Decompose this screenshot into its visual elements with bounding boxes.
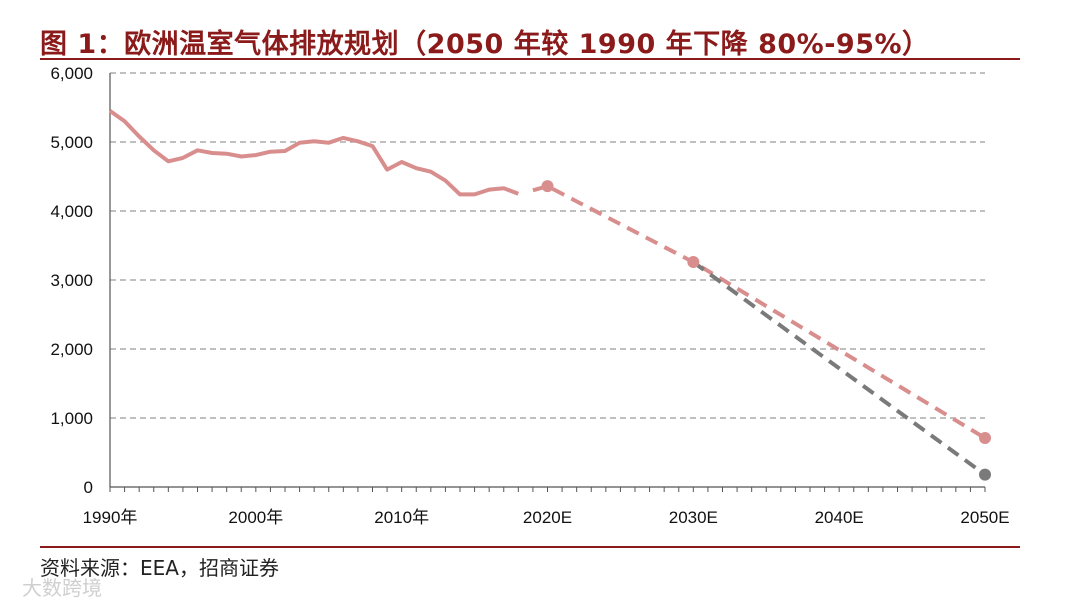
data-point-marker <box>687 256 700 269</box>
y-tick-label: 1,000 <box>50 409 93 428</box>
footer-divider <box>40 546 1020 548</box>
x-tick-label: 2000年 <box>228 508 283 527</box>
x-tick-label: 2050E <box>960 508 1009 527</box>
x-tick-label: 2030E <box>669 508 718 527</box>
grid-lines <box>110 72 985 419</box>
x-tick-label: 2040E <box>815 508 864 527</box>
axes <box>109 73 986 492</box>
x-tick-label: 1990年 <box>83 508 138 527</box>
x-tick-label: 2020E <box>523 508 572 527</box>
data-point-marker <box>979 432 991 445</box>
series-markers <box>541 180 991 481</box>
series-lines <box>108 109 987 477</box>
y-tick-label: 3,000 <box>50 271 93 290</box>
y-tick-label: 2,000 <box>50 340 93 359</box>
y-tick-label: 0 <box>84 478 93 497</box>
chart-title: 图 1：欧洲温室气体排放规划（2050 年较 1990 年下降 80%-95%） <box>40 29 930 60</box>
series-line-3 <box>692 260 987 477</box>
data-point-marker <box>979 468 991 481</box>
tick-labels: 0 1,000 2,000 3,000 4,000 5,000 6,000 1990年 2000… <box>50 64 1009 527</box>
y-tick-label: 6,000 <box>50 64 93 83</box>
y-tick-label: 4,000 <box>50 202 93 221</box>
series-line-2 <box>532 184 987 440</box>
watermark: 大数跨境 <box>22 576 102 600</box>
y-tick-label: 5,000 <box>50 133 93 152</box>
x-tick-label: 2010年 <box>374 508 429 527</box>
title-divider <box>40 58 1020 60</box>
source-note: 资料来源：EEA，招商证券 <box>40 556 279 580</box>
series-line-1 <box>108 109 520 197</box>
data-point-marker <box>541 180 554 193</box>
